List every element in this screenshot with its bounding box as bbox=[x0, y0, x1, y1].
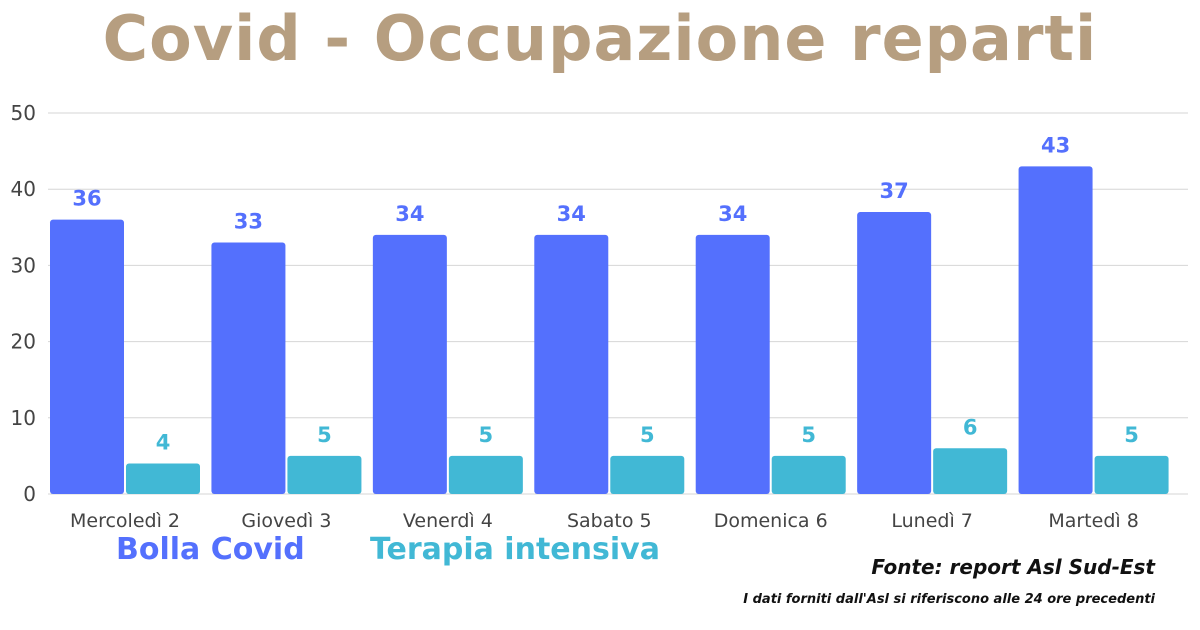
bar-terapia-intensiva bbox=[933, 448, 1008, 494]
y-tick-label: 40 bbox=[11, 177, 36, 201]
x-tick-label: Sabato 5 bbox=[567, 510, 652, 532]
bar-bolla-covid bbox=[1018, 166, 1093, 494]
x-tick-label: Lunedì 7 bbox=[891, 510, 973, 532]
bar-bolla-covid bbox=[211, 242, 286, 494]
bar-bolla-covid bbox=[372, 234, 447, 495]
data-label: 43 bbox=[1041, 133, 1070, 157]
x-tick-label: Mercoledì 2 bbox=[70, 510, 180, 532]
bar-bolla-covid bbox=[50, 219, 124, 494]
y-tick-label: 20 bbox=[11, 330, 36, 354]
data-label: 5 bbox=[640, 423, 655, 447]
data-label: 5 bbox=[801, 423, 816, 447]
y-tick-label: 30 bbox=[11, 253, 36, 277]
x-tick-label: Giovedì 3 bbox=[241, 510, 331, 532]
bar-terapia-intensiva bbox=[1094, 455, 1169, 494]
data-label: 5 bbox=[479, 423, 494, 447]
x-tick-label: Martedì 8 bbox=[1048, 510, 1138, 532]
data-label: 34 bbox=[557, 202, 586, 226]
x-tick-label: Domenica 6 bbox=[714, 510, 828, 532]
note-text: I dati forniti dall'Asl si riferiscono a… bbox=[743, 592, 1155, 607]
data-label: 6 bbox=[963, 415, 978, 439]
data-label: 34 bbox=[718, 202, 747, 226]
bar-bolla-covid bbox=[857, 212, 932, 494]
chart-title: Covid - Occupazione reparti bbox=[102, 2, 1098, 75]
data-label: 34 bbox=[395, 202, 424, 226]
source-text: Fonte: report Asl Sud-Est bbox=[871, 555, 1155, 579]
data-label: 36 bbox=[72, 187, 101, 211]
data-label: 33 bbox=[234, 210, 263, 234]
bar-bolla-covid bbox=[695, 234, 770, 495]
bar-terapia-intensiva bbox=[126, 463, 200, 494]
y-tick-label: 10 bbox=[11, 406, 36, 430]
bar-terapia-intensiva bbox=[610, 455, 685, 494]
data-label: 4 bbox=[156, 431, 171, 455]
y-tick-label: 0 bbox=[23, 482, 36, 506]
data-label: 5 bbox=[317, 423, 332, 447]
legend-terapia-intensiva: Terapia intensiva bbox=[370, 532, 660, 567]
y-tick-label: 50 bbox=[11, 101, 36, 125]
bar-terapia-intensiva bbox=[448, 455, 523, 494]
legend-bolla-covid: Bolla Covid bbox=[116, 532, 305, 567]
bar-terapia-intensiva bbox=[287, 455, 362, 494]
bar-terapia-intensiva bbox=[771, 455, 846, 494]
data-label: 37 bbox=[880, 179, 909, 203]
bar-bolla-covid bbox=[534, 234, 609, 495]
data-label: 5 bbox=[1124, 423, 1139, 447]
x-tick-label: Venerdì 4 bbox=[403, 510, 493, 532]
